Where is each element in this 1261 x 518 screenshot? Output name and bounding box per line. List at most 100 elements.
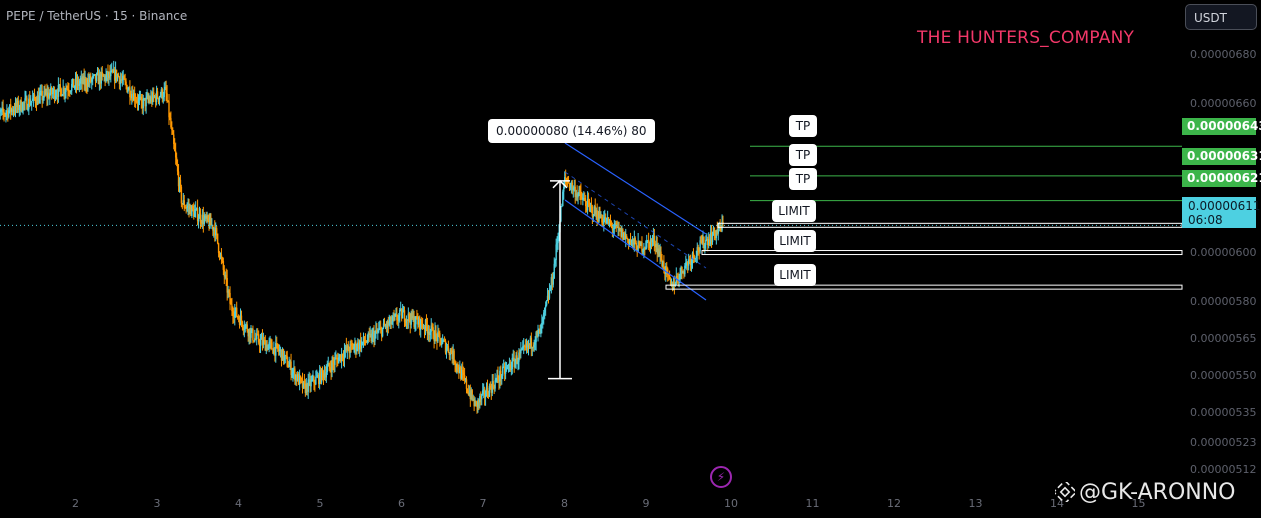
limit-tag[interactable]: LIMIT (774, 264, 816, 286)
limit-tag[interactable]: LIMIT (772, 200, 816, 222)
limit-zone (701, 250, 1183, 256)
candle-body (209, 217, 211, 228)
candle-body (297, 374, 300, 385)
candle-body (0, 109, 2, 112)
candle-body (135, 100, 138, 102)
candle-body (2, 107, 4, 112)
candle-body (549, 288, 552, 290)
tp-price-badge: 0.00000643 (1182, 118, 1261, 135)
candle-body (702, 236, 704, 245)
candle-body (435, 330, 437, 335)
candle-body (331, 360, 333, 373)
candle-body (470, 390, 472, 400)
candle-body (556, 243, 558, 245)
candle-body (225, 274, 227, 278)
flash-icon[interactable]: ⚡ (710, 466, 732, 488)
candle-body (696, 247, 698, 256)
candle-body (362, 336, 365, 342)
candle-body (81, 77, 83, 84)
candle-body (183, 200, 185, 208)
candle-body (116, 74, 119, 79)
candle-body (647, 240, 650, 242)
candle-body (19, 100, 21, 109)
candle-body (408, 313, 410, 320)
candle-body (118, 76, 121, 84)
limit-tag[interactable]: LIMIT (774, 230, 816, 252)
candle-body (665, 266, 667, 274)
candle-body (324, 373, 327, 378)
candle-body (697, 247, 699, 252)
candle-body (172, 129, 174, 135)
candle-body (166, 93, 168, 101)
measure-label: 0.00000080 (14.46%) 80 (488, 119, 655, 143)
candle-body (698, 251, 700, 253)
candle-body (287, 366, 289, 368)
candle-body (165, 87, 167, 94)
candle-body (656, 243, 658, 254)
candle-body (301, 379, 304, 388)
candle-body (688, 259, 691, 261)
candle-body (618, 227, 620, 230)
candle-body (336, 357, 338, 360)
candle-body (681, 266, 683, 273)
candle-body (267, 345, 269, 350)
candle-body (497, 374, 499, 380)
candle-body (646, 240, 648, 248)
candle-body (130, 97, 132, 99)
candle-body (367, 333, 369, 341)
tp-tag[interactable]: TP (789, 115, 817, 137)
candle-body (410, 312, 412, 325)
candle-body (167, 100, 169, 102)
candle-body (441, 343, 443, 345)
candle-body (669, 279, 672, 285)
candle-body (248, 328, 250, 337)
candle-body (461, 370, 463, 379)
candle-body (171, 127, 173, 130)
candle-body (329, 367, 331, 369)
candle-body (533, 344, 535, 348)
candle-body (552, 278, 554, 285)
candle-body (71, 83, 73, 91)
candle-body (293, 368, 295, 372)
candle-body (570, 182, 573, 187)
candle-body (451, 353, 453, 359)
candle-body (47, 92, 49, 98)
candle-body (449, 349, 451, 356)
candle-body (316, 376, 318, 378)
time-tick-label: 4 (235, 497, 242, 510)
candle-body (457, 364, 459, 370)
candle-body (574, 186, 576, 197)
candle-body (580, 191, 582, 198)
candle-body (373, 332, 375, 342)
candle-body (535, 332, 537, 343)
candle-body (332, 360, 334, 364)
candle-body (162, 97, 164, 99)
current-price-value: 0.00000611 (1188, 199, 1261, 213)
candle-body (476, 401, 478, 407)
tp-tag[interactable]: TP (789, 168, 817, 190)
candle-body (58, 84, 61, 86)
candle-body (94, 74, 97, 82)
candle-body (375, 329, 377, 334)
candle-body (128, 87, 130, 91)
candle-body (475, 401, 477, 403)
candle-body (339, 354, 342, 362)
candle-body (105, 75, 107, 81)
candle-body (614, 223, 616, 229)
time-tick-label: 14 (1050, 497, 1064, 510)
candle-body (508, 364, 511, 366)
price-tick-label: 0.00000512 (1190, 463, 1257, 477)
candle-body (463, 375, 466, 380)
candle-body (531, 346, 534, 349)
candle-body (125, 81, 127, 86)
candle-body (423, 327, 426, 330)
currency-button[interactable]: USDT (1185, 4, 1257, 30)
candle-body (42, 97, 44, 101)
candle-body (202, 214, 205, 224)
candle-body (567, 182, 570, 184)
tp-tag[interactable]: TP (789, 144, 817, 166)
candle-body (716, 230, 718, 234)
brand-label: THE HUNTERS_COMPANY (917, 28, 1135, 48)
candle-body (27, 109, 29, 111)
